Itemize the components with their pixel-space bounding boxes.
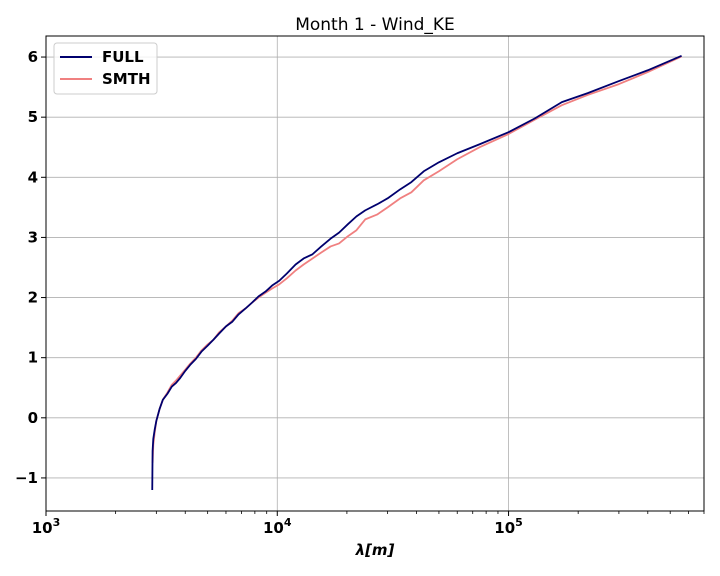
- series-layer: [151, 55, 682, 490]
- y-tick-label: 1: [28, 349, 38, 367]
- legend-label: SMTH: [102, 70, 151, 88]
- y-tick-label: 0: [28, 409, 38, 427]
- y-tick-label: 6: [28, 48, 38, 66]
- series-line-smth: [151, 55, 682, 463]
- plot-frame: [45, 35, 705, 512]
- legend: FULL SMTH: [53, 42, 158, 95]
- y-tick-label: −1: [15, 469, 38, 487]
- x-axis-label: λ[m]: [355, 541, 395, 559]
- x-tick-label: 104: [263, 516, 292, 537]
- legend-label: FULL: [102, 48, 144, 66]
- x-tick-label: 105: [494, 516, 523, 537]
- chart-title: Month 1 - Wind_KE: [295, 15, 455, 35]
- x-tick-base: 10: [494, 519, 515, 537]
- x-tick-base: 10: [263, 519, 284, 537]
- x-tick-base: 10: [32, 519, 53, 537]
- x-tick-exponent: 3: [53, 516, 61, 529]
- x-tick-label: 103: [32, 516, 61, 537]
- series-line-full: [151, 55, 682, 490]
- x-tick-exponent: 5: [515, 516, 523, 529]
- x-tick-exponent: 4: [284, 516, 292, 529]
- legend-box: [53, 42, 158, 95]
- y-tick-label: 2: [28, 289, 38, 307]
- y-tick-label: 4: [28, 168, 38, 186]
- y-tick-label: 3: [28, 228, 38, 246]
- y-tick-label: 5: [28, 108, 38, 126]
